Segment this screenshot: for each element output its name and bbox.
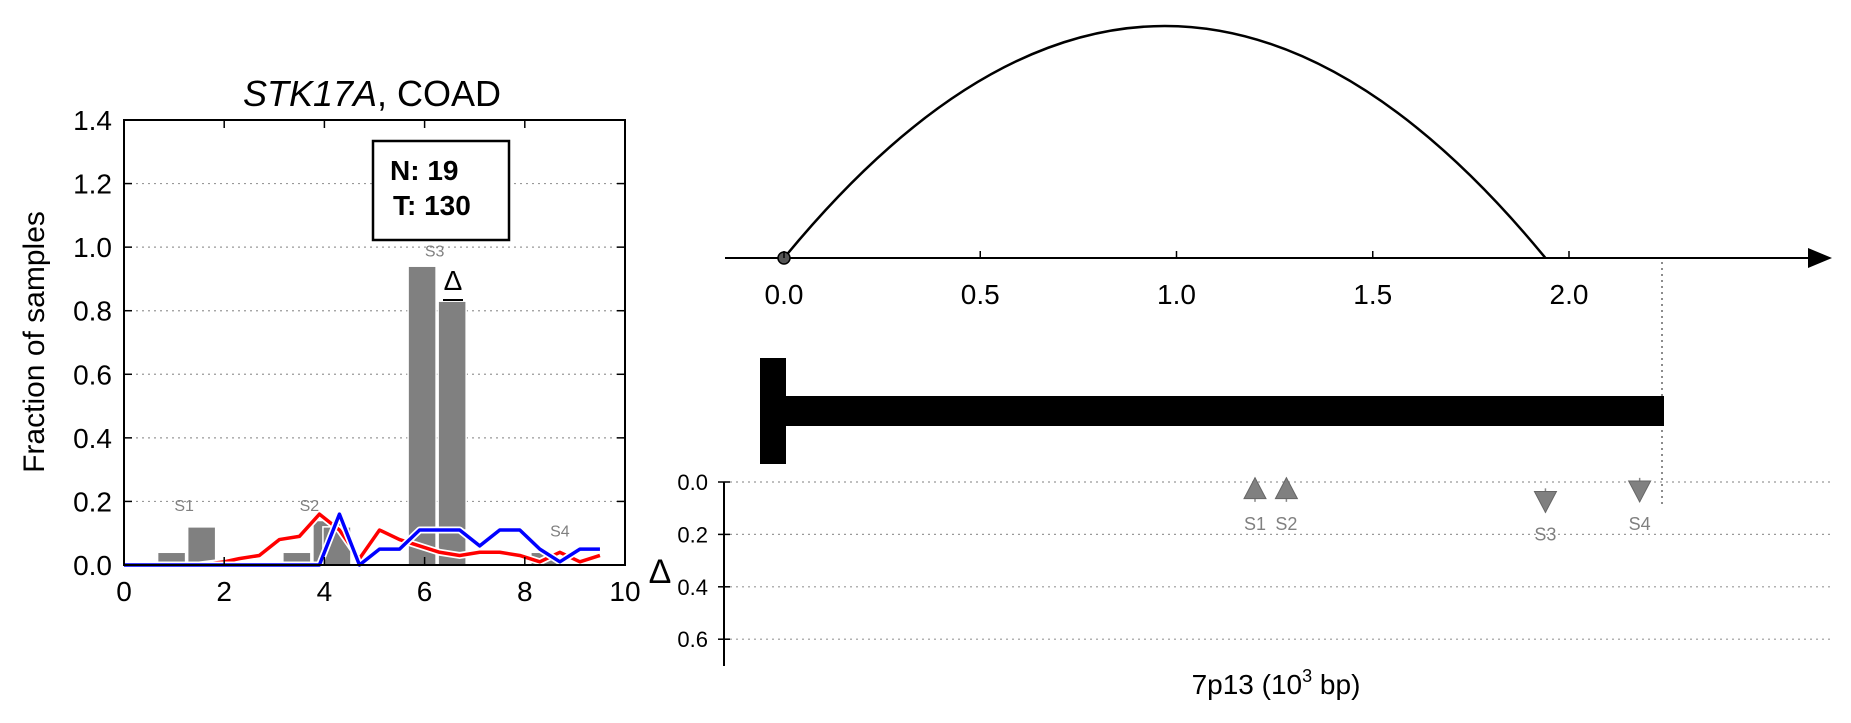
site-marker-label: S4 (1629, 514, 1651, 534)
delta-tick-label: 0.2 (677, 522, 708, 547)
delta-tick-label: 0.6 (677, 627, 708, 652)
x-tick-label: 4 (317, 576, 333, 607)
site-label: S2 (300, 498, 320, 515)
y-tick-label: 0.4 (73, 423, 112, 454)
y-tick-label: 0.6 (73, 359, 112, 390)
arc-tick-label: 1.5 (1353, 279, 1392, 310)
site-label: S4 (550, 523, 570, 540)
y-tick-label: 0.0 (73, 550, 112, 581)
arc-tick-label: 0.0 (765, 279, 804, 310)
site-marker-down-icon (1533, 491, 1558, 514)
left-y-axis-label: Fraction of samples (18, 211, 51, 473)
right-diagram: 0.0 0.5 1.0 1.5 2.0 0.00.20.40.6 Δ S1 S2S3S4 … (649, 24, 1832, 700)
x-tick-label: 10 (609, 576, 640, 607)
gene-body-bar (760, 396, 1664, 426)
site-marker-down-icon (1627, 480, 1652, 504)
bar (186, 526, 217, 566)
site-markers: S1 S2 S3 S4 (1243, 476, 1652, 544)
left-x-ticks: 0 2 4 6 8 10 (116, 120, 641, 607)
y-tick-label: 1.2 (73, 169, 112, 200)
normal-count: N: 19 (390, 155, 458, 186)
left-plot-frame (123, 119, 626, 566)
x-tick-label: 6 (417, 576, 433, 607)
delta-gridlines (724, 481, 1830, 640)
arc-tick-label: 0.5 (961, 279, 1000, 310)
delta-tick-label: 0.4 (677, 575, 708, 600)
left-chart: STK17A, COAD S1 S2 S3 S4 0.0 0.2 0.4 0.6 0.8 1.0… (18, 73, 641, 607)
site-marker-label: S1 (1244, 514, 1266, 534)
delta-y-ticks: 0.0 0.2 0.4 0.6 (677, 470, 730, 652)
site-marker-label: S2 (1275, 514, 1297, 534)
sample-count-box (371, 139, 511, 242)
left-site-labels: S1 S2 S3 S4 (174, 244, 569, 541)
left-y-ticks: 0.0 0.2 0.4 0.6 0.8 1.0 1.2 1.4 (73, 105, 625, 581)
x-tick-label: 0 (116, 576, 132, 607)
site-marker-up-icon (1243, 476, 1267, 500)
chart-title-rest: , COAD (377, 73, 501, 114)
delta-marker-label: Δ (444, 265, 463, 296)
arc-tick-label: 1.0 (1157, 279, 1196, 310)
bar (407, 265, 437, 566)
x-tick-label: 2 (216, 576, 232, 607)
coordinate-axis-label: 7p13 (103 bp) (1192, 666, 1361, 700)
site-label: S1 (174, 498, 194, 515)
chart-title-gene: STK17A (243, 73, 377, 114)
tumor-count: T: 130 (393, 190, 471, 221)
y-tick-label: 1.0 (73, 232, 112, 263)
bar (437, 300, 467, 566)
site-label: S3 (425, 244, 445, 261)
arc-tick-label: 2.0 (1550, 279, 1589, 310)
x-tick-label: 8 (517, 576, 533, 607)
transcript-arc (783, 24, 1547, 259)
chart-title: STK17A, COAD (243, 73, 501, 114)
delta-axis-label: Δ (649, 553, 672, 591)
y-tick-label: 0.8 (73, 296, 112, 327)
arc-x-ticks: 0.0 0.5 1.0 1.5 2.0 (765, 251, 1589, 310)
y-tick-label: 1.4 (73, 105, 112, 136)
site-marker-label: S3 (1534, 524, 1556, 544)
arc-axis-arrow (1808, 248, 1832, 268)
delta-tick-label: 0.0 (677, 470, 708, 495)
y-tick-label: 0.2 (73, 486, 112, 517)
site-marker-up-icon (1274, 476, 1299, 500)
